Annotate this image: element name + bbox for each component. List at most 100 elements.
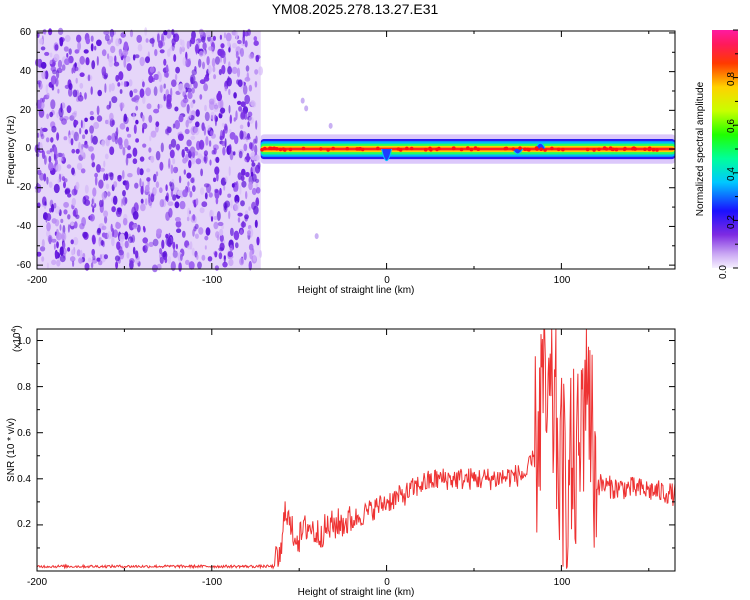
noise-speckle <box>99 199 103 208</box>
noise-speckle <box>172 123 176 129</box>
y-tick-label: 60 <box>20 27 32 38</box>
band-peak <box>550 146 554 151</box>
noise-speckle <box>101 49 107 57</box>
noise-speckle <box>187 207 191 218</box>
noise-speckle <box>113 181 118 188</box>
noise-speckle <box>214 114 217 122</box>
band-peak <box>534 146 539 150</box>
noise-speckle <box>64 58 70 66</box>
noise-speckle <box>195 198 199 206</box>
noise-speckle <box>221 64 226 75</box>
noise-speckle <box>188 159 192 169</box>
noise-speckle <box>250 100 256 107</box>
noise-speckle <box>115 74 120 82</box>
noise-speckle <box>247 230 251 236</box>
noise-speckle <box>186 149 191 154</box>
noise-speckle <box>185 259 190 265</box>
noise-speckle <box>71 148 76 154</box>
noise-speckle <box>249 250 253 260</box>
noise-speckle <box>254 69 259 75</box>
noise-speckle <box>240 110 246 119</box>
noise-speckle <box>56 241 59 249</box>
band-peak <box>503 146 508 151</box>
noise-speckle <box>108 83 112 93</box>
noise-speckle <box>94 172 98 178</box>
noise-speckle <box>165 184 168 192</box>
noise-speckle <box>174 73 178 81</box>
noise-speckle <box>150 155 155 163</box>
noise-speckle <box>123 81 127 88</box>
noise-speckle <box>254 81 258 88</box>
noise-speckle <box>233 92 237 99</box>
noise-speckle <box>166 125 170 136</box>
noise-speckle <box>38 108 45 118</box>
noise-speckle <box>239 229 243 236</box>
noise-speckle <box>195 109 200 117</box>
noise-speckle <box>107 53 110 60</box>
noise-speckle <box>94 45 97 51</box>
noise-speckle <box>186 172 192 179</box>
noise-speckle <box>63 181 66 189</box>
noise-speckle <box>117 175 122 182</box>
band-peak <box>345 146 350 151</box>
noise-speckle <box>181 230 186 238</box>
noise-speckle <box>104 34 110 42</box>
noise-speckle <box>240 200 245 207</box>
noise-speckle <box>192 214 196 221</box>
noise-speckle <box>142 143 147 148</box>
noise-speckle <box>68 87 73 97</box>
noise-speckle <box>97 227 102 234</box>
noise-speckle <box>248 181 253 191</box>
band-peak <box>451 146 456 151</box>
noise-speckle <box>90 86 93 95</box>
noise-speckle <box>140 185 144 195</box>
noise-speckle <box>240 175 245 182</box>
noise-speckle <box>145 38 149 43</box>
noise-speckle <box>54 206 61 214</box>
noise-speckle <box>92 135 98 145</box>
noise-speckle <box>96 56 99 66</box>
noise-speckle <box>67 224 70 233</box>
noise-speckle <box>254 144 258 155</box>
noise-speckle <box>168 143 172 150</box>
noise-speckle <box>48 155 52 163</box>
noise-speckle <box>203 76 210 82</box>
noise-speckle <box>243 252 247 261</box>
band-peak <box>527 147 531 152</box>
noise-speckle <box>54 219 60 227</box>
noise-speckle <box>111 119 116 126</box>
snr-plot-area <box>37 329 675 571</box>
spectrogram-ticks <box>36 31 675 269</box>
noise-speckle <box>140 203 146 212</box>
noise-speckle <box>109 146 115 155</box>
noise-speckle <box>145 56 150 64</box>
noise-speckle <box>83 49 89 54</box>
noise-speckle <box>146 103 152 110</box>
noise-speckle <box>204 245 207 250</box>
noise-speckle <box>111 206 116 213</box>
noise-speckle <box>248 206 251 211</box>
noise-speckle <box>127 173 133 178</box>
noise-speckle <box>237 79 243 87</box>
noise-speckle <box>253 205 259 215</box>
noise-speckle <box>67 247 71 252</box>
noise-speckle <box>198 28 204 36</box>
spectrogram-y-label: Frequency (Hz) <box>6 116 17 185</box>
noise-speckle <box>55 163 62 172</box>
noise-speckle <box>35 152 40 158</box>
noise-speckle <box>223 185 226 191</box>
noise-speckle <box>230 199 233 209</box>
noise-speckle <box>70 138 74 146</box>
noise-speckle <box>244 31 249 37</box>
band-peak <box>319 147 323 151</box>
noise-speckle <box>233 184 239 192</box>
noise-speckle <box>224 125 228 134</box>
noise-speckle <box>92 187 97 197</box>
noise-speckle <box>51 125 57 133</box>
noise-speckle <box>122 49 129 56</box>
noise-speckle <box>192 151 195 158</box>
noise-speckle <box>182 97 189 104</box>
noise-speckle <box>224 176 228 183</box>
noise-speckle <box>48 181 53 188</box>
noise-speckle <box>118 71 124 81</box>
